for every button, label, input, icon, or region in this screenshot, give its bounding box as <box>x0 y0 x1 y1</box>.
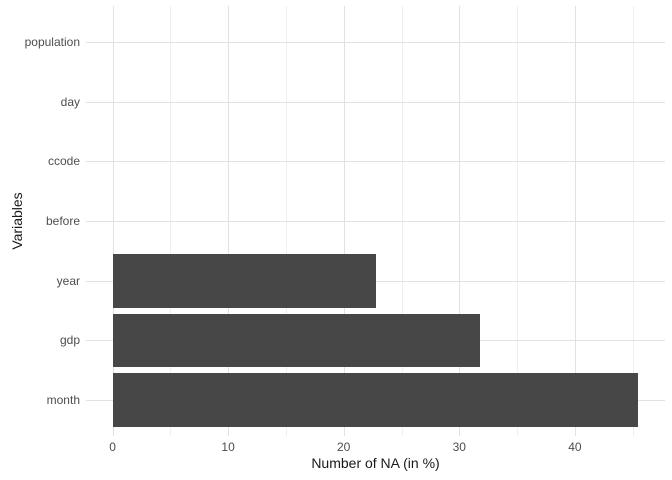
y-category-label-month: month <box>46 393 80 408</box>
gridline-horizontal-major <box>86 221 665 222</box>
y-category-label-gdp: gdp <box>59 333 80 348</box>
x-tick-label: 0 <box>109 440 116 454</box>
bar-gdp <box>112 313 481 368</box>
x-tick-label: 40 <box>568 440 582 454</box>
x-tick-label: 20 <box>337 440 351 454</box>
bar-month <box>112 373 639 428</box>
y-category-label-before: before <box>45 214 80 228</box>
gridline-horizontal-major <box>86 41 665 43</box>
y-category-label-population: population <box>24 34 80 49</box>
plot-panel <box>86 6 665 436</box>
y-axis-title: Variables <box>9 192 25 250</box>
gridline-horizontal-major <box>86 101 665 103</box>
x-axis-title: Number of NA (in %) <box>311 455 440 471</box>
y-category-label-year: year <box>56 273 80 288</box>
x-tick-label: 30 <box>452 440 466 454</box>
y-category-label-ccode: ccode <box>47 154 80 169</box>
gridline-horizontal-major <box>86 161 665 163</box>
y-category-label-day: day <box>60 94 80 109</box>
bar-year <box>112 253 377 308</box>
x-tick-label: 10 <box>221 440 235 454</box>
